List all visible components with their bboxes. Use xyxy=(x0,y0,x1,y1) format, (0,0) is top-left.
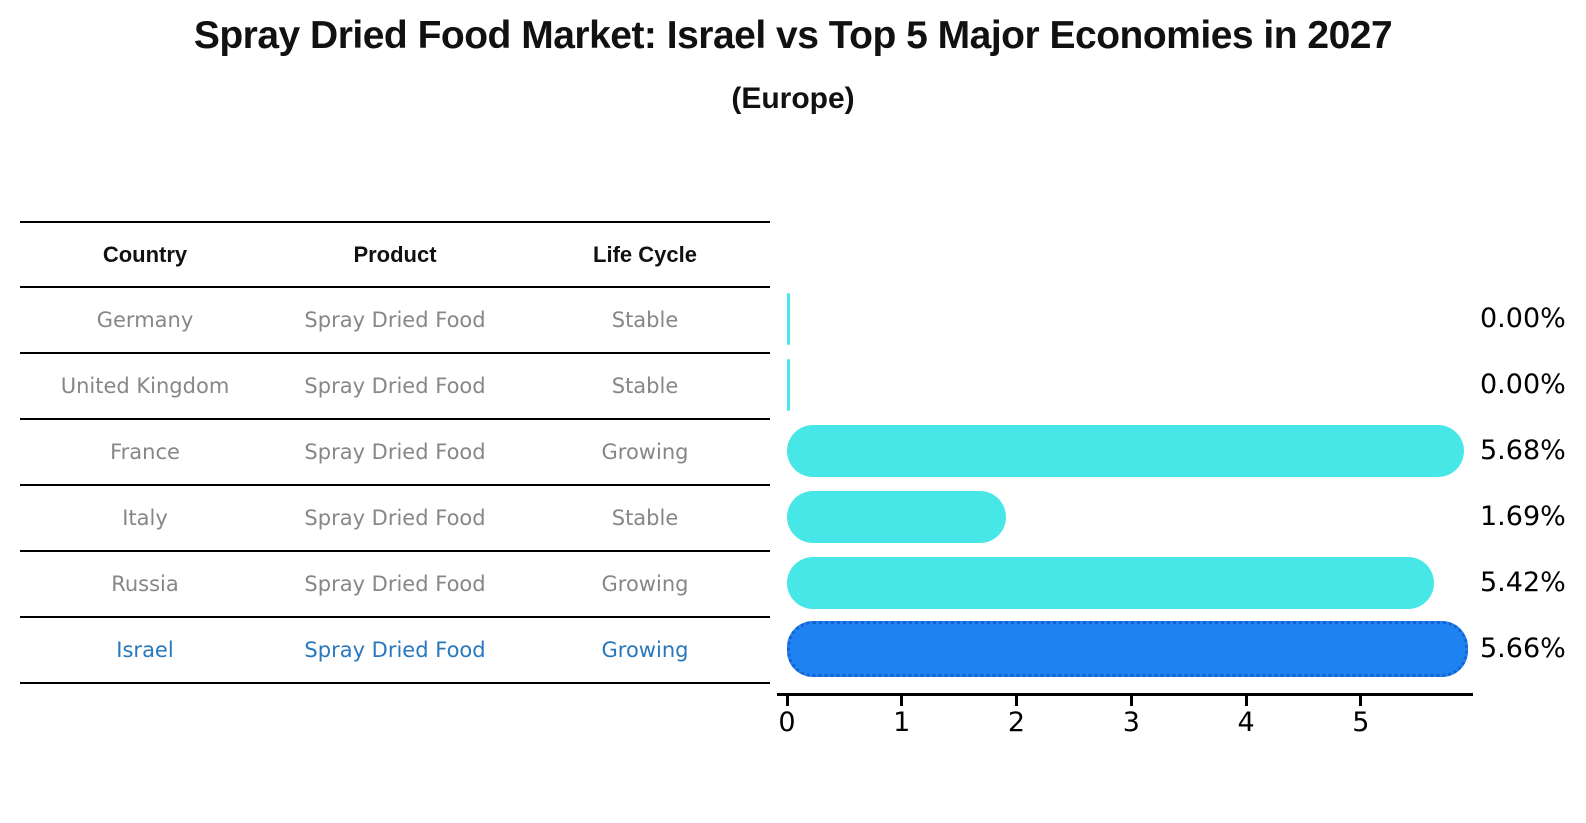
col-header-country: Country xyxy=(102,241,188,267)
product-cell: Spray Dried Food xyxy=(304,440,486,464)
life-cycle-cell: Stable xyxy=(611,308,679,332)
x-tick-label: 5 xyxy=(1352,707,1370,738)
x-tick-mark xyxy=(1015,696,1019,706)
product-cell: Spray Dried Food xyxy=(304,638,486,662)
x-tick-mark xyxy=(1129,696,1133,706)
value-label: 5.42% xyxy=(1480,567,1566,598)
x-axis: 0 1 2 3 4 5 xyxy=(777,693,1473,753)
value-label: 0.00% xyxy=(1480,369,1566,400)
table-row-united-kingdom: United Kingdom Spray Dried Food Stable xyxy=(20,354,770,420)
bar-united-kingdom xyxy=(787,359,790,411)
bar-italy xyxy=(787,491,1006,543)
product-cell: Spray Dried Food xyxy=(304,506,486,530)
table-row-russia: Russia Spray Dried Food Growing xyxy=(20,552,770,618)
value-label: 0.00% xyxy=(1480,303,1566,334)
table-header-row: Country Product Life Cycle xyxy=(20,223,770,288)
country-table: Country Product Life Cycle Germany Spray… xyxy=(20,221,770,684)
product-cell: Spray Dried Food xyxy=(304,308,486,332)
product-cell: Spray Dried Food xyxy=(304,572,486,596)
country-cell: Israel xyxy=(116,638,174,662)
x-tick-mark xyxy=(1359,696,1363,706)
table-row-italy: Italy Spray Dried Food Stable xyxy=(20,486,770,552)
bar-russia xyxy=(787,557,1435,609)
x-tick-label: 3 xyxy=(1122,707,1140,738)
x-tick-label: 0 xyxy=(778,707,796,738)
life-cycle-cell: Stable xyxy=(611,506,679,530)
chart-subtitle: (Europe) xyxy=(731,82,855,115)
value-label: 1.69% xyxy=(1480,501,1566,532)
bar-france xyxy=(787,425,1464,477)
bar-plot xyxy=(787,286,1471,682)
product-cell: Spray Dried Food xyxy=(304,374,486,398)
value-label: 5.66% xyxy=(1480,633,1566,664)
table-row-israel: Israel Spray Dried Food Growing xyxy=(20,618,770,684)
x-axis-line xyxy=(777,693,1473,696)
x-tick-mark xyxy=(1244,696,1248,706)
country-cell: Germany xyxy=(96,308,194,332)
x-tick-mark xyxy=(785,696,789,706)
table-row-germany: Germany Spray Dried Food Stable xyxy=(20,288,770,354)
value-label: 5.68% xyxy=(1480,435,1566,466)
life-cycle-cell: Growing xyxy=(601,572,689,596)
x-tick-label: 1 xyxy=(893,707,911,738)
chart-title: Spray Dried Food Market: Israel vs Top 5… xyxy=(193,14,1393,57)
col-header-life-cycle: Life Cycle xyxy=(593,241,697,267)
country-cell: Italy xyxy=(122,506,168,530)
value-labels: 0.00% 0.00% 5.68% 1.69% 5.42% 5.66% xyxy=(1480,286,1580,682)
bar-israel xyxy=(787,621,1468,677)
country-cell: France xyxy=(110,440,180,464)
table-row-france: France Spray Dried Food Growing xyxy=(20,420,770,486)
bar-germany xyxy=(787,293,790,345)
life-cycle-cell: Growing xyxy=(601,440,689,464)
col-header-product: Product xyxy=(353,241,437,267)
x-tick-mark xyxy=(900,696,904,706)
country-cell: United Kingdom xyxy=(60,374,230,398)
life-cycle-cell: Growing xyxy=(601,638,689,662)
country-cell: Russia xyxy=(111,572,179,596)
x-tick-label: 4 xyxy=(1237,707,1255,738)
life-cycle-cell: Stable xyxy=(611,374,679,398)
x-tick-label: 2 xyxy=(1007,707,1026,738)
